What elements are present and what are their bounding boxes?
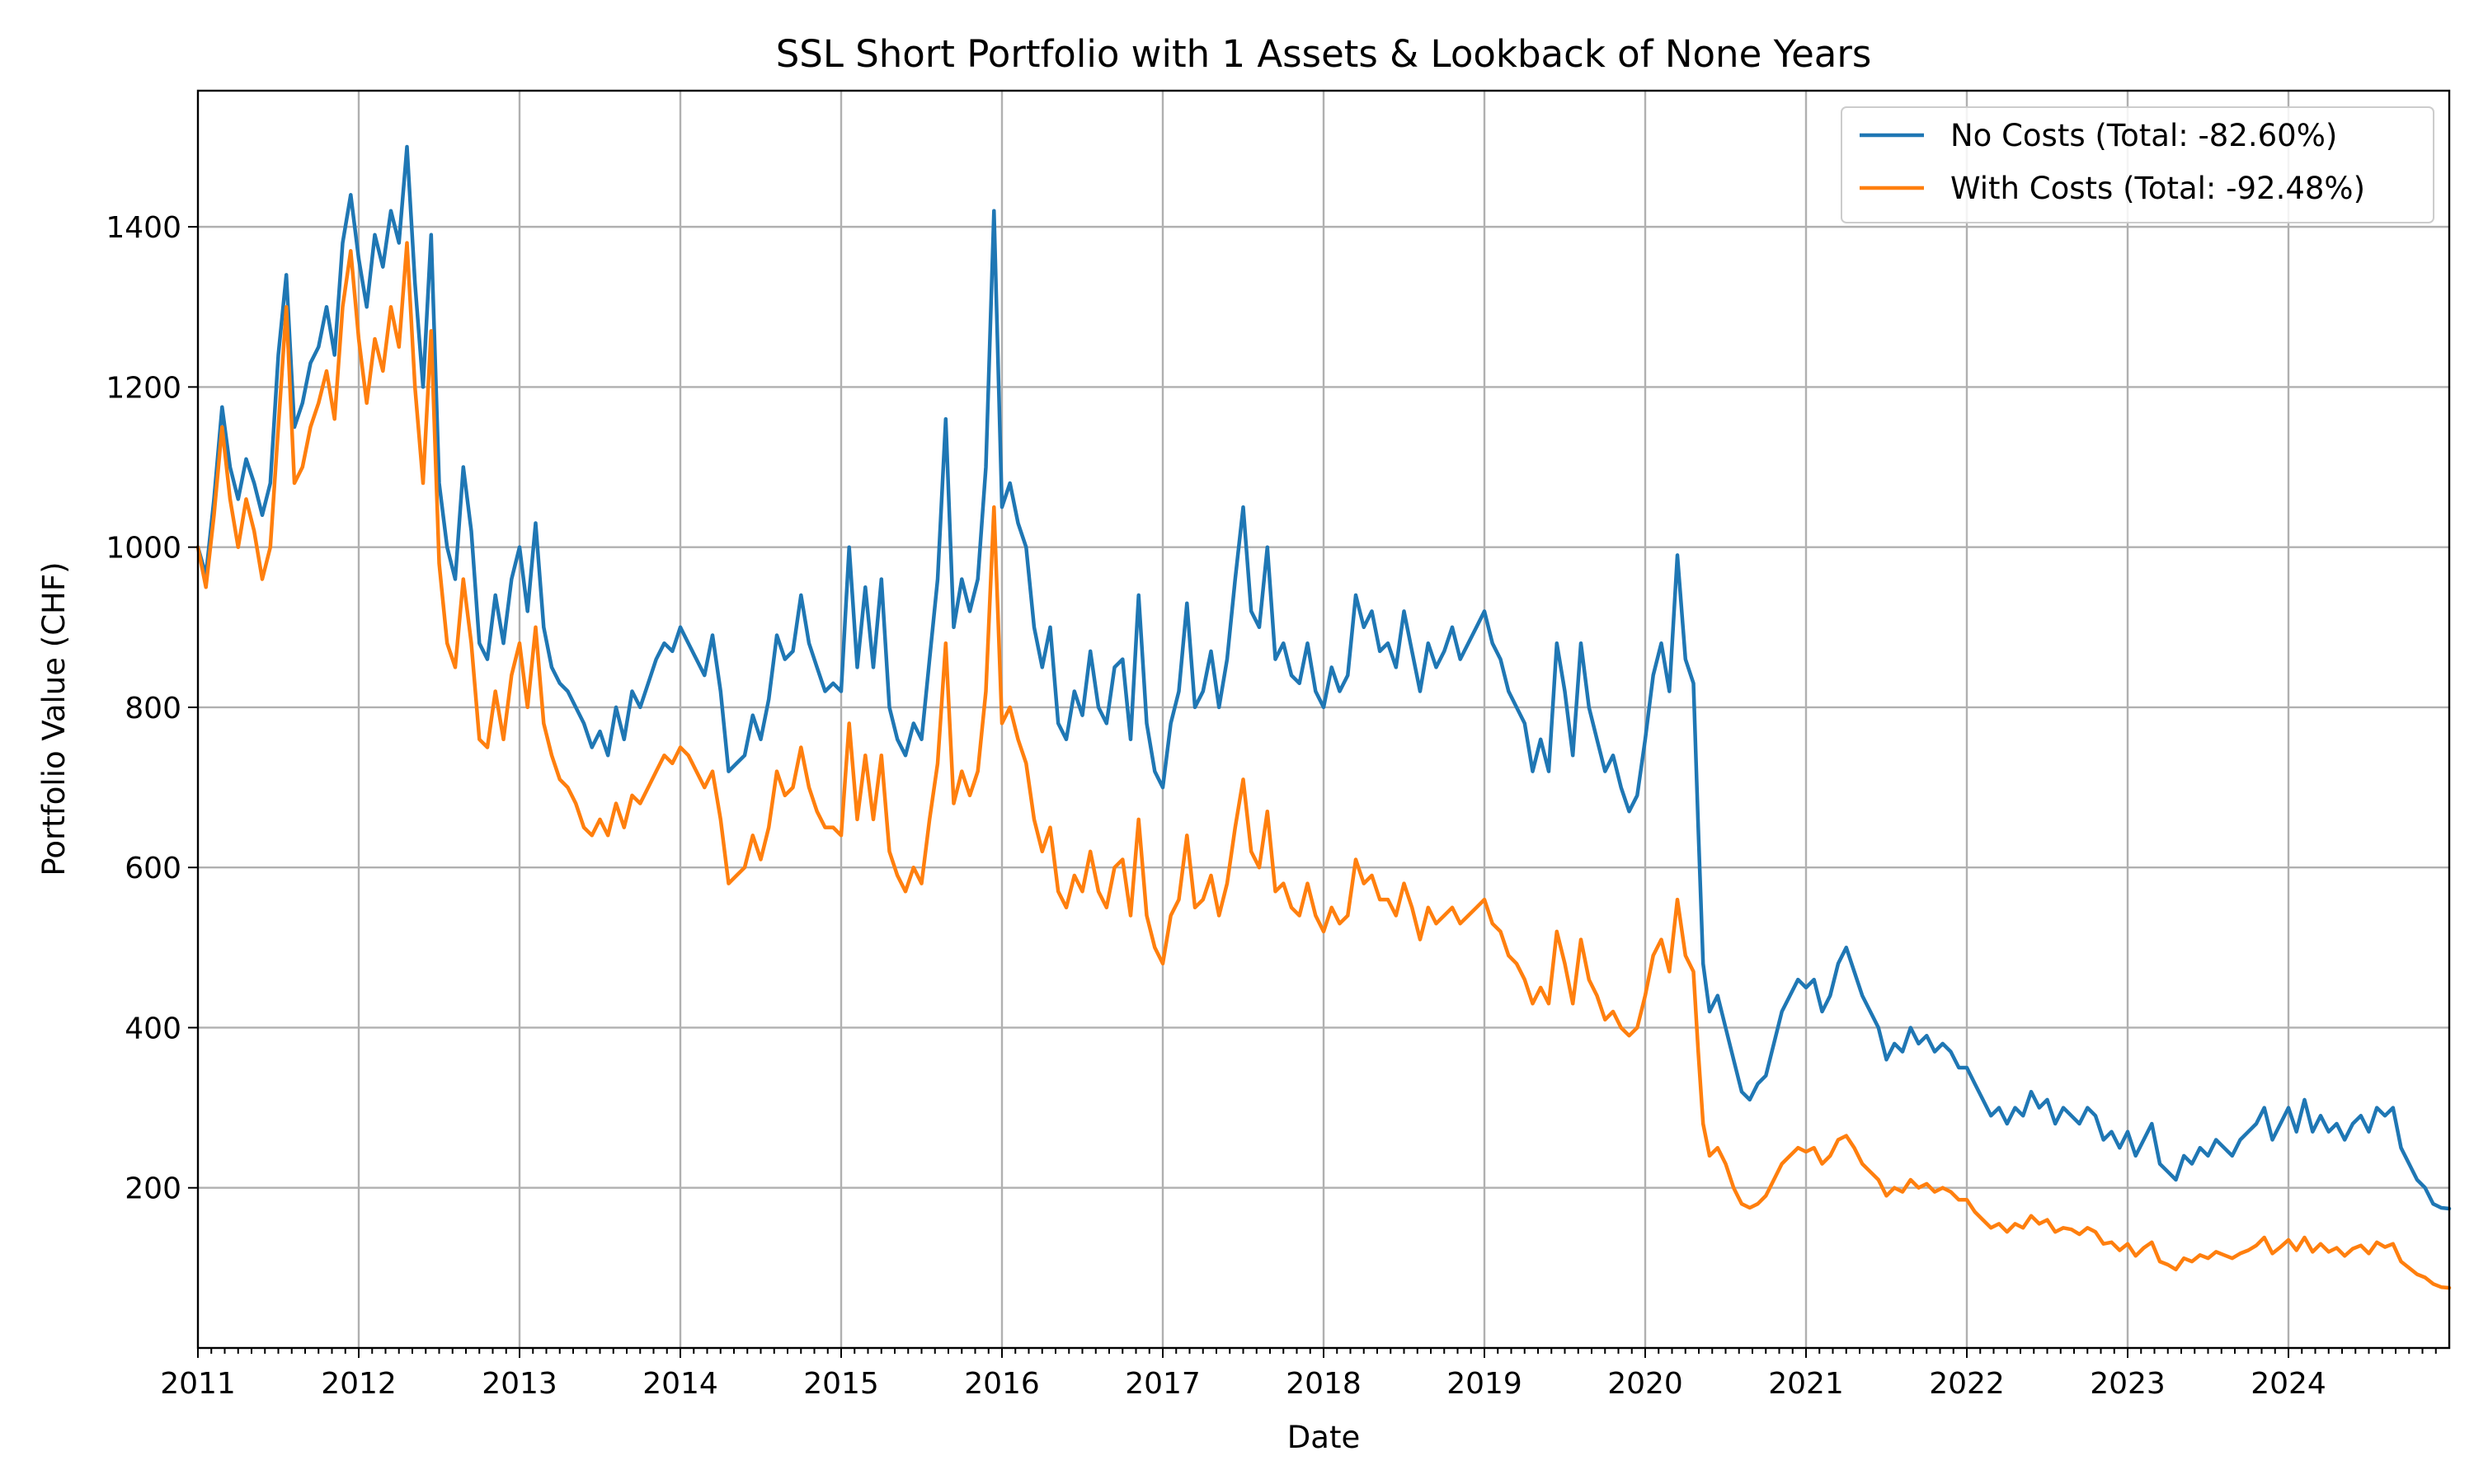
y-tick-label: 800 [125,692,181,726]
x-tick-label: 2011 [160,1367,236,1401]
x-tick-label: 2023 [2090,1367,2166,1401]
x-axis-title: Date [1287,1420,1360,1455]
y-tick-label: 1000 [106,532,181,566]
legend-label-no-costs: No Costs (Total: -82.60%) [1950,118,2337,153]
y-tick-label: 400 [125,1012,181,1045]
x-tick-label: 2015 [803,1367,879,1401]
y-tick-label: 600 [125,852,181,885]
grid-lines [198,91,2449,1348]
legend-box [1841,106,2434,223]
x-tick-label: 2013 [482,1367,557,1401]
y-tick-label: 1200 [106,371,181,405]
x-tick-labels: 2011 2012 2013 2014 2015 2016 2017 2018 2019 2020… [160,1367,2326,1401]
y-tick-labels: 200 400 600 800 1000 1200 1400 [106,211,181,1206]
axis-ticks [188,226,2437,1358]
x-tick-label: 2021 [1768,1367,1844,1401]
y-tick-label: 1400 [106,211,181,245]
x-tick-label: 2022 [1929,1367,2005,1401]
x-tick-label: 2018 [1286,1367,1362,1401]
x-tick-label: 2024 [2251,1367,2326,1401]
series-line-no-costs [195,144,2452,1211]
legend: No Costs (Total: -82.60%) With Costs (To… [1841,106,2434,223]
legend-label-with-costs: With Costs (Total: -92.48%) [1950,171,2365,206]
x-tick-label: 2012 [321,1367,397,1401]
chart-title: SSL Short Portfolio with 1 Assets & Look… [776,32,1872,76]
y-tick-label: 200 [125,1172,181,1206]
y-axis-title: Portfolio Value (CHF) [36,561,72,876]
x-tick-label: 2017 [1125,1367,1201,1401]
series-line-with-costs [195,241,2452,1290]
x-tick-label: 2020 [1607,1367,1683,1401]
x-tick-label: 2014 [642,1367,718,1401]
series-lines [195,144,2452,1290]
x-tick-label: 2019 [1446,1367,1522,1401]
x-tick-label: 2016 [964,1367,1040,1401]
